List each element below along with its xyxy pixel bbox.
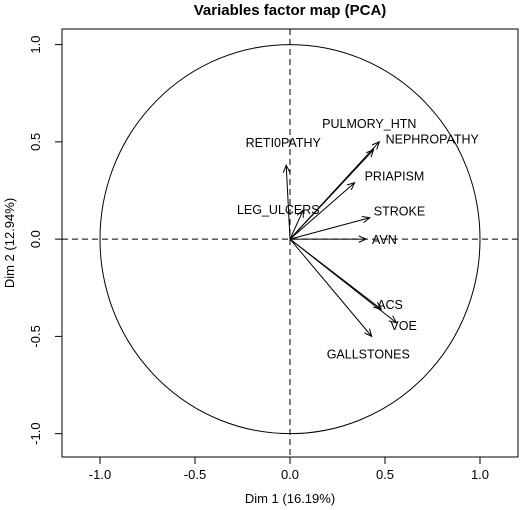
- y-tick-label: 1.0: [28, 36, 43, 54]
- arrow-avn: [290, 235, 368, 243]
- arrow-shaft: [289, 238, 373, 337]
- variable-label-stroke: STROKE: [374, 205, 425, 219]
- arrow-head: [371, 140, 381, 150]
- arrow-shaft: [289, 209, 304, 240]
- arrow-head: [346, 181, 356, 191]
- x-tick-label: 0.5: [376, 467, 394, 482]
- arrow-shaft: [289, 149, 374, 240]
- x-tick-label: -0.5: [184, 467, 206, 482]
- variable-label-acs: ACS: [377, 298, 403, 312]
- y-tick-label: -0.5: [28, 325, 43, 347]
- variable-label-leg-ulcers: LEG_ULCERS: [237, 203, 320, 217]
- arrow-shaft: [285, 165, 291, 240]
- arrow-head: [296, 208, 304, 218]
- arrow-nephropathy: [289, 148, 375, 240]
- arrow-head: [282, 163, 291, 173]
- x-axis: -1.0 -0.5 0.0 0.5 1.0: [89, 457, 489, 482]
- arrow-shaft: [289, 217, 370, 240]
- arrow-stroke: [289, 215, 371, 240]
- arrow-gallstones: [289, 238, 373, 338]
- unit-circle: [99, 44, 481, 435]
- arrow-voe: [289, 238, 398, 324]
- y-tick-label: 0.5: [28, 133, 43, 151]
- variable-label-gallstones: GALLSTONES: [327, 347, 410, 361]
- arrow-head: [364, 328, 373, 338]
- arrow-head: [388, 315, 398, 324]
- arrow-reti0pathy: [282, 163, 291, 240]
- x-tick-label: 1.0: [471, 467, 489, 482]
- arrow-head: [358, 235, 368, 243]
- arrow-head: [373, 301, 383, 310]
- y-axis-label: Dim 2 (12.94%): [2, 198, 17, 288]
- arrow-priapism: [289, 181, 356, 240]
- x-axis-label: Dim 1 (16.19%): [245, 491, 335, 506]
- arrow-head: [361, 215, 371, 224]
- variable-label-voe: VOE: [390, 319, 416, 333]
- arrow-head: [366, 148, 375, 158]
- y-tick-label: -1.0: [28, 422, 43, 444]
- variable-label-pulmory-htn: PULMORY_HTN: [322, 117, 416, 131]
- correlation-circle-layer: [99, 44, 481, 435]
- variable-labels: PULMORY_HTN NEPHROPATHY RETI0PATHY PRIAPISM…: [237, 117, 480, 362]
- x-tick-label: -1.0: [89, 467, 111, 482]
- variable-label-priapism: PRIAPISM: [365, 170, 425, 184]
- x-tick-label: 0.0: [281, 467, 299, 482]
- variable-arrows: [282, 140, 398, 338]
- arrow-leg-ulcers: [289, 208, 304, 240]
- arrow-shaft: [289, 238, 397, 324]
- reference-lines: [62, 29, 518, 457]
- variable-label-reti0pathy: RETI0PATHY: [246, 136, 322, 150]
- y-axis: -1.0 -0.5 0.0 0.5 1.0: [28, 36, 62, 445]
- y-tick-label: 0.0: [28, 230, 43, 248]
- arrow-shaft: [289, 182, 355, 240]
- chart-title: Variables factor map (PCA): [194, 2, 387, 19]
- variable-label-avn: AVN: [372, 233, 397, 247]
- variable-label-nephropathy: NEPHROPATHY: [386, 133, 480, 147]
